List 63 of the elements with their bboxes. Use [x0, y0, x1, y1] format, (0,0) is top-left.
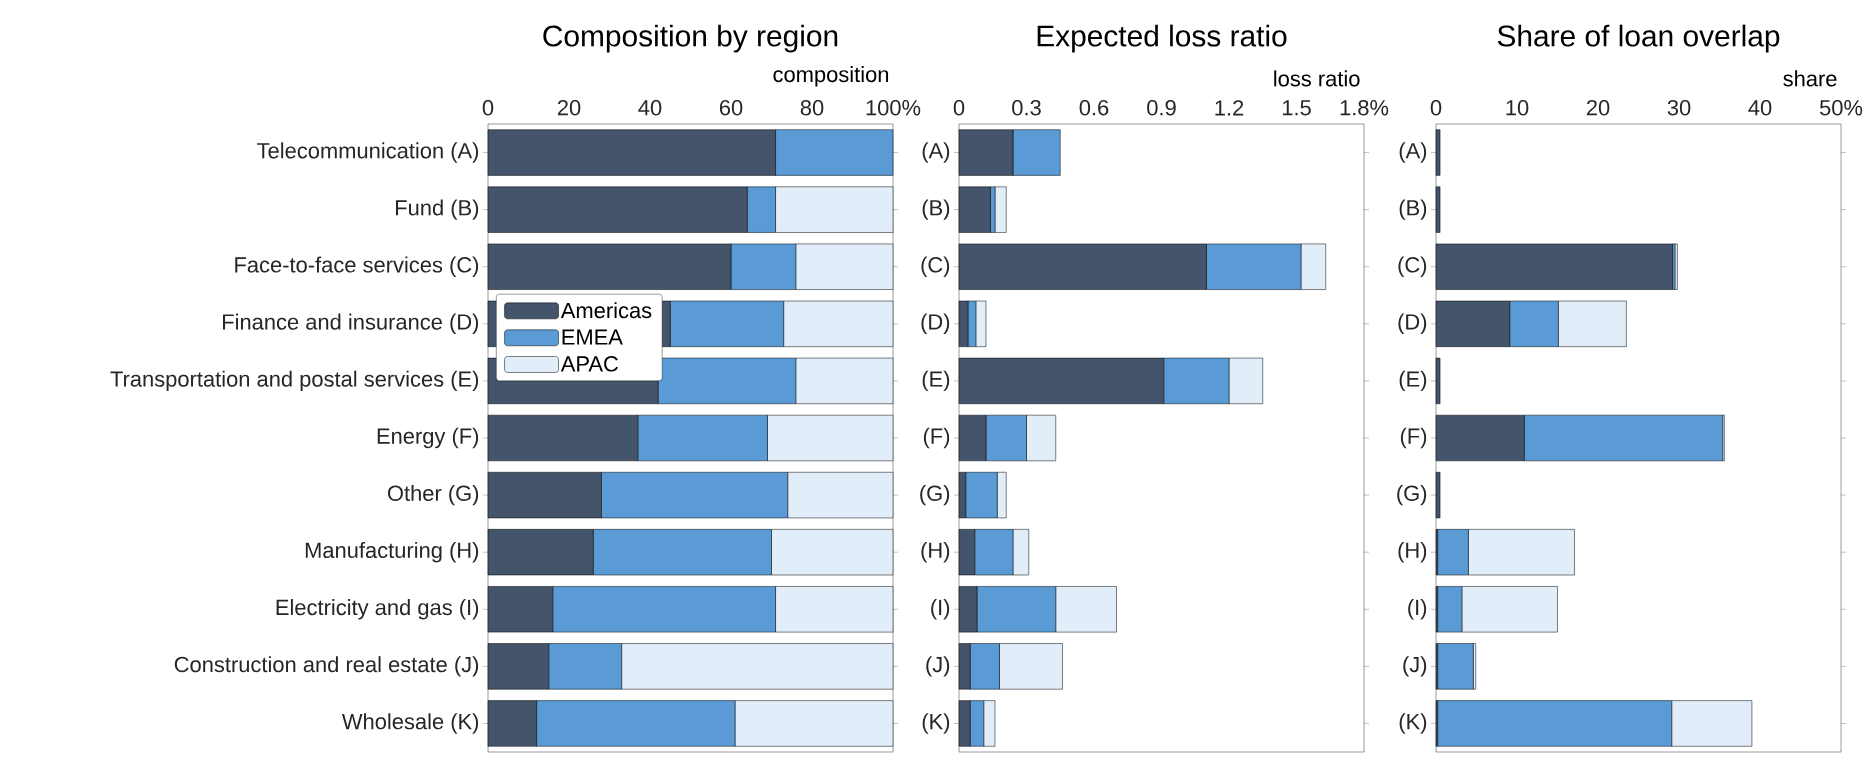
- x-axis-title: composition: [773, 66, 889, 87]
- x-tick-label: 100%: [866, 99, 921, 116]
- x-tick-label: 20: [557, 99, 581, 116]
- x-tick-label: 20: [1586, 99, 1610, 116]
- y-tick-label: (A): [922, 142, 950, 163]
- legend-label: APAC: [560, 356, 619, 372]
- x-tick-label: 80: [800, 99, 824, 116]
- y-tick-label: (J): [926, 656, 950, 677]
- y-tick-label: Construction and real estate (J): [174, 656, 479, 677]
- x-tick-label: 30: [1667, 99, 1691, 116]
- x-tick-label: 50%: [1819, 99, 1863, 116]
- y-tick-label: (C): [921, 256, 950, 277]
- y-tick-label: (G): [920, 484, 950, 506]
- y-tick-label: (F): [1400, 427, 1427, 449]
- y-tick-label: (K): [922, 713, 950, 734]
- x-tick-label: 10: [1506, 99, 1529, 116]
- x-tick-label: 0: [1430, 99, 1442, 116]
- y-tick-label: Fund (B): [396, 199, 479, 220]
- y-tick-label: (I): [1408, 599, 1427, 620]
- y-tick-label: Transportation and postal services (E): [110, 370, 479, 392]
- y-tick-label: (B): [922, 199, 950, 220]
- x-tick-label: 1.5: [1282, 100, 1311, 116]
- x-tick-label: 40: [638, 99, 662, 116]
- y-tick-label: Other (G): [387, 484, 479, 506]
- x-axis-title: share: [1783, 70, 1837, 87]
- y-tick-label: (I): [931, 599, 950, 620]
- chart-title: Composition by region: [543, 24, 838, 53]
- y-tick-label: Face-to-face services (C): [235, 256, 479, 277]
- y-tick-label: (F): [923, 427, 950, 449]
- x-tick-label: 0.6: [1079, 99, 1109, 116]
- x-axis-title: loss ratio: [1274, 70, 1360, 87]
- legend-label: Americas: [560, 302, 652, 319]
- y-tick-label: (J): [1403, 656, 1427, 677]
- bar: [1437, 643, 1474, 690]
- y-tick-label: Energy (F): [377, 427, 479, 449]
- y-tick-label: Manufacturing (H): [305, 541, 479, 563]
- y-tick-label: (G): [1397, 484, 1427, 506]
- y-tick-label: Telecommunication (A): [257, 142, 479, 163]
- y-tick-label: (H): [1398, 541, 1427, 563]
- legend-label: EMEA: [562, 329, 623, 345]
- x-tick-label: 0: [482, 99, 494, 116]
- y-tick-label: (D): [921, 313, 950, 335]
- x-tick-label: 1.2: [1215, 100, 1244, 116]
- x-tick-label: 40: [1748, 99, 1772, 116]
- x-tick-label: 0.9: [1147, 99, 1176, 116]
- y-tick-label: (H): [921, 541, 950, 563]
- x-tick-label: 0.3: [1012, 99, 1041, 116]
- y-tick-label: (A): [1399, 142, 1427, 163]
- x-tick-label: 1.8%: [1340, 99, 1389, 116]
- y-tick-label: Finance and insurance (D): [223, 313, 479, 335]
- y-tick-label: (E): [1399, 370, 1427, 392]
- y-tick-label: Wholesale (K): [341, 713, 479, 734]
- x-tick-label: 60: [719, 99, 743, 116]
- x-tick-label: 0: [953, 99, 965, 116]
- y-tick-label: (E): [922, 370, 950, 392]
- y-tick-label: (D): [1398, 313, 1427, 335]
- bar: [994, 186, 1007, 233]
- y-tick-label: (K): [1399, 713, 1427, 734]
- y-tick-label: (C): [1398, 256, 1427, 277]
- chart-title: Expected loss ratio: [1037, 24, 1287, 53]
- y-tick-label: (B): [1399, 199, 1427, 220]
- chart-title: Share of loan overlap: [1497, 24, 1780, 53]
- y-tick-label: Electricity and gas (I): [276, 599, 479, 620]
